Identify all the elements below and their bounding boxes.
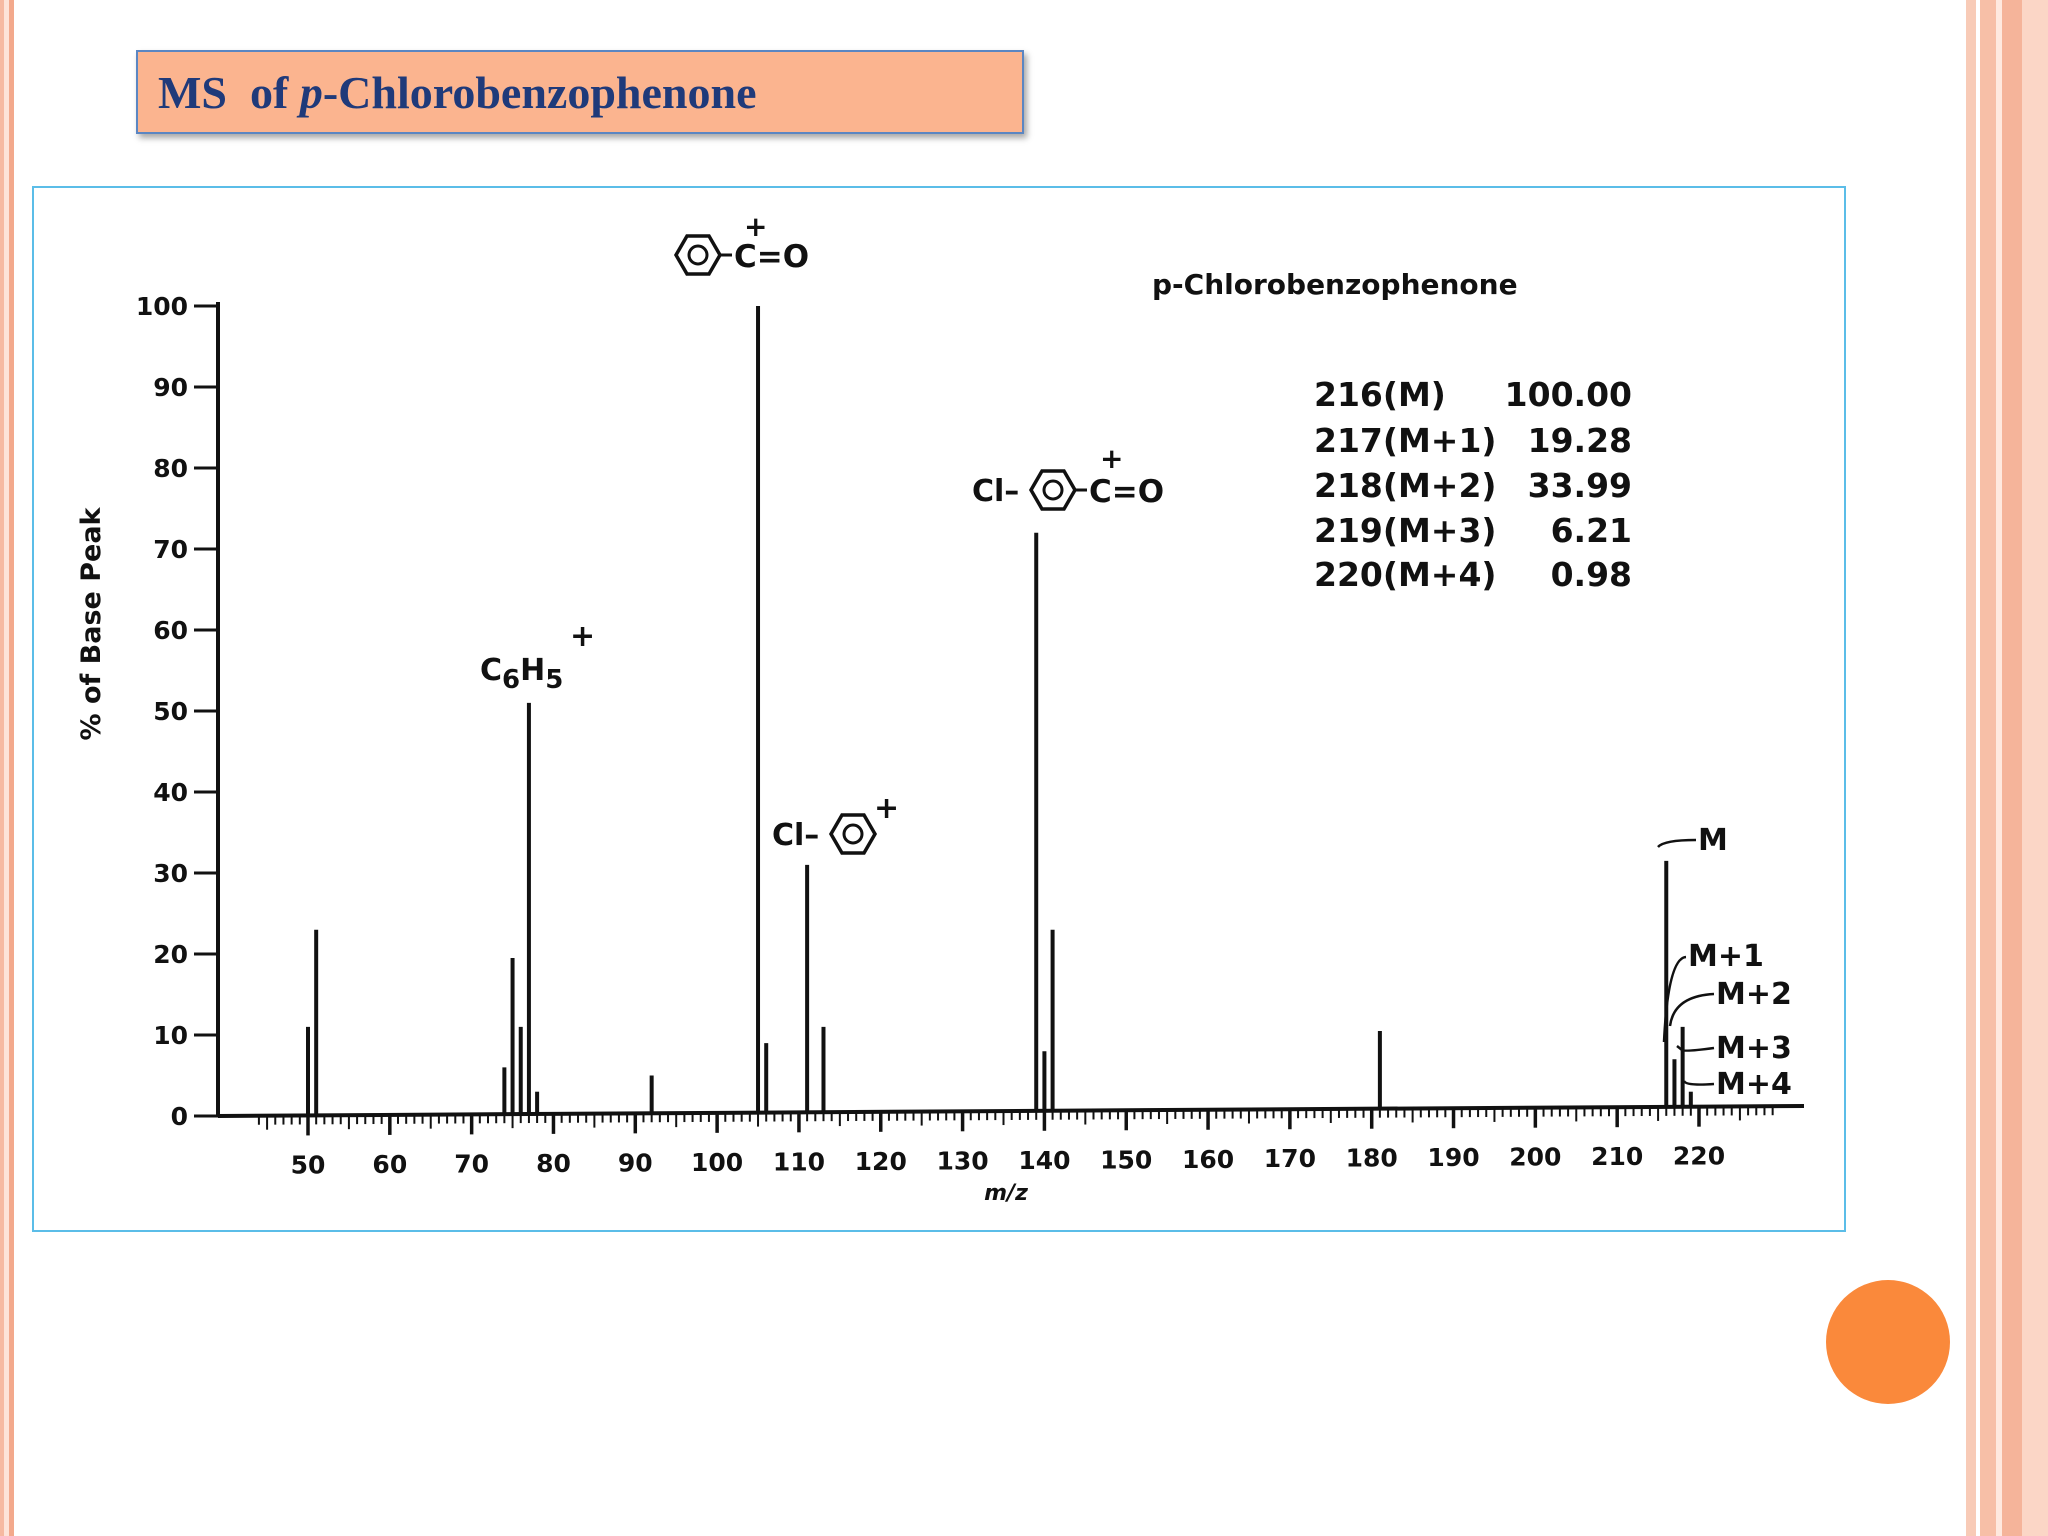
x-tick-label: 100 xyxy=(691,1148,743,1177)
y-tick-label: 20 xyxy=(153,940,188,969)
y-tick-label: 0 xyxy=(171,1102,188,1131)
y-tick-label: 30 xyxy=(153,859,188,888)
benzene-ring-icon xyxy=(673,234,723,276)
x-tick-label: 120 xyxy=(855,1147,907,1176)
y-tick-label: 50 xyxy=(153,697,188,726)
x-tick-label: 140 xyxy=(1018,1146,1070,1175)
x-tick-label: 50 xyxy=(291,1150,326,1179)
chlorobenzoyl-cation-label: Cl– C=O + xyxy=(972,442,1164,511)
isotope-row-value: 6.21 xyxy=(1551,511,1632,550)
y-tick-label: 10 xyxy=(153,1021,188,1050)
label-m-plus-2: M+2 xyxy=(1716,977,1792,1012)
right-decorative-border xyxy=(1966,0,2048,1536)
label-m: M xyxy=(1698,823,1728,858)
labels-layer: p-Chlorobenzophenone % of Base Peak m/z … xyxy=(76,210,1792,1206)
isotope-row-label: 219(M+3) xyxy=(1314,511,1497,550)
isotope-row-label: 218(M+2) xyxy=(1314,466,1497,505)
x-axis-label: m/z xyxy=(984,1181,1028,1206)
chlorophenyl-charge: + xyxy=(874,791,899,826)
x-tick-label: 150 xyxy=(1100,1145,1152,1174)
phenyl-cation-charge: + xyxy=(570,619,595,654)
mass-spectrum-chart: 0 10 20 30 40 50 60 70 80 90 100 50 60 70 80 90 100 110 12… xyxy=(76,210,1805,1206)
label-m-plus-4: M+4 xyxy=(1716,1067,1792,1102)
x-tick-label: 160 xyxy=(1182,1145,1234,1174)
x-tick-label: 190 xyxy=(1427,1143,1479,1172)
chlorophenyl-cl: Cl– xyxy=(772,818,819,853)
x-tick-label: 60 xyxy=(372,1150,407,1179)
title-prefix: MS of xyxy=(158,66,300,118)
axes-layer: 0 10 20 30 40 50 60 70 80 90 100 50 60 70 80 90 100 110 12… xyxy=(136,292,1805,1179)
left-decorative-border xyxy=(0,0,14,1536)
benzene-ring-icon xyxy=(1028,469,1078,511)
phenyl-cation-label: C6H5 + xyxy=(480,619,595,695)
slide-title-box: MS of p-Chlorobenzophenone xyxy=(136,50,1024,134)
isotope-row-value: 33.99 xyxy=(1528,466,1632,505)
y-tick-label: 60 xyxy=(153,616,188,645)
decorative-orange-circle xyxy=(1826,1280,1950,1404)
svg-text:C6H5: C6H5 xyxy=(480,653,563,695)
benzoyl-co: C=O xyxy=(734,239,809,275)
label-m-plus-3: M+3 xyxy=(1716,1031,1792,1066)
x-tick-label: 70 xyxy=(454,1149,489,1178)
peaks-layer xyxy=(306,306,1701,1116)
y-axis-label: % of Base Peak xyxy=(76,506,107,740)
title-italic-p: p xyxy=(299,66,323,118)
label-m-plus-1: M+1 xyxy=(1688,939,1764,974)
benzoyl-cation-label: C=O + xyxy=(673,210,809,276)
isotope-row-value: 0.98 xyxy=(1551,555,1632,594)
chlorobenzoyl-co: C=O xyxy=(1089,474,1164,510)
chart-title: p-Chlorobenzophenone xyxy=(1152,268,1518,301)
chlorobenzoyl-cl: Cl– xyxy=(972,474,1019,509)
y-tick-label: 80 xyxy=(153,454,188,483)
x-tick-label: 200 xyxy=(1509,1143,1561,1172)
chart-frame: 0 10 20 30 40 50 60 70 80 90 100 50 60 70 80 90 100 110 12… xyxy=(32,186,1846,1232)
x-tick-label: 180 xyxy=(1346,1144,1398,1173)
x-tick-label: 220 xyxy=(1673,1142,1725,1171)
x-tick-label: 130 xyxy=(936,1146,988,1175)
x-tick-label: 90 xyxy=(618,1148,653,1177)
x-tick-label: 170 xyxy=(1264,1144,1316,1173)
slide-title: MS of p-Chlorobenzophenone xyxy=(158,66,756,119)
benzoyl-charge: + xyxy=(744,210,767,243)
title-suffix: -Chlorobenzophenone xyxy=(322,66,757,118)
chlorobenzoyl-charge: + xyxy=(1100,442,1123,475)
y-tick-label: 100 xyxy=(136,292,188,321)
x-tick-label: 110 xyxy=(773,1147,825,1176)
y-tick-label: 40 xyxy=(153,778,188,807)
isotope-cluster-labels: M M+1 M+2 M+3 M+4 xyxy=(1657,823,1792,1102)
y-tick-label: 90 xyxy=(153,373,188,402)
benzene-ring-icon xyxy=(828,813,878,855)
isotope-row-value: 100.00 xyxy=(1505,375,1632,414)
x-tick-label: 210 xyxy=(1591,1142,1643,1171)
isotope-row-value: 19.28 xyxy=(1528,421,1632,460)
chlorophenyl-cation-label: Cl– + xyxy=(772,791,899,855)
isotope-row-label: 216(M) xyxy=(1314,375,1446,414)
isotope-table: 216(M) 100.00 217(M+1) 19.28 218(M+2) 33… xyxy=(1314,375,1632,594)
y-tick-label: 70 xyxy=(153,535,188,564)
isotope-row-label: 217(M+1) xyxy=(1314,421,1497,460)
x-tick-label: 80 xyxy=(536,1149,571,1178)
isotope-row-label: 220(M+4) xyxy=(1314,555,1497,594)
